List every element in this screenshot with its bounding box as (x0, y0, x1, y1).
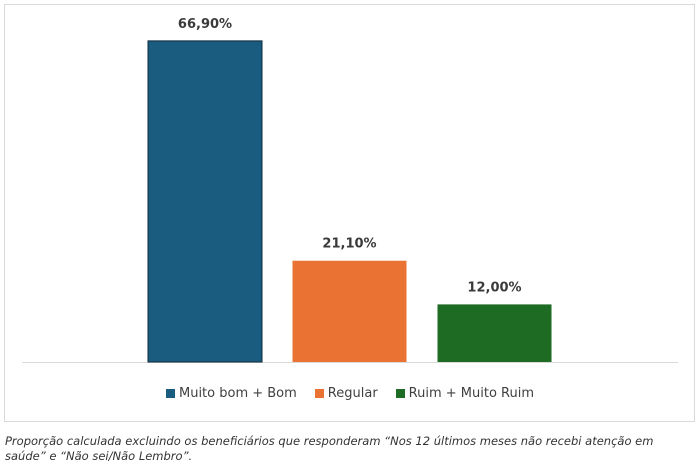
data-label-ruim-muito-ruim: 12,00% (467, 280, 521, 295)
chart-caption: Proporção calculada excluindo os benefic… (5, 434, 654, 463)
bar-muito-bom-bom (147, 40, 263, 363)
legend-label-muito-bom-bom: Muito bom + Bom (178, 386, 297, 401)
data-label-regular: 21,10% (322, 237, 376, 252)
legend-swatch-ruim-muito-ruim (395, 389, 405, 398)
chart-legend: Muito bom + Bom Regular Ruim + Muito Rui… (0, 386, 700, 401)
legend-swatch-regular (314, 389, 324, 398)
legend-label-ruim-muito-ruim: Ruim + Muito Ruim (408, 386, 535, 401)
legend-swatch-muito-bom-bom (165, 389, 175, 398)
data-label-muito-bom-bom: 66,90% (178, 17, 232, 32)
legend-label-regular: Regular (327, 386, 378, 401)
bar-regular (292, 260, 407, 362)
legend-item-regular: Regular (314, 386, 378, 401)
legend-item-ruim-muito-ruim: Ruim + Muito Ruim (395, 386, 535, 401)
legend-item-muito-bom-bom: Muito bom + Bom (165, 386, 297, 401)
bar-ruim-muito-ruim (437, 304, 552, 362)
bar-chart: 66,90% 21,10% 12,00% (22, 17, 678, 363)
